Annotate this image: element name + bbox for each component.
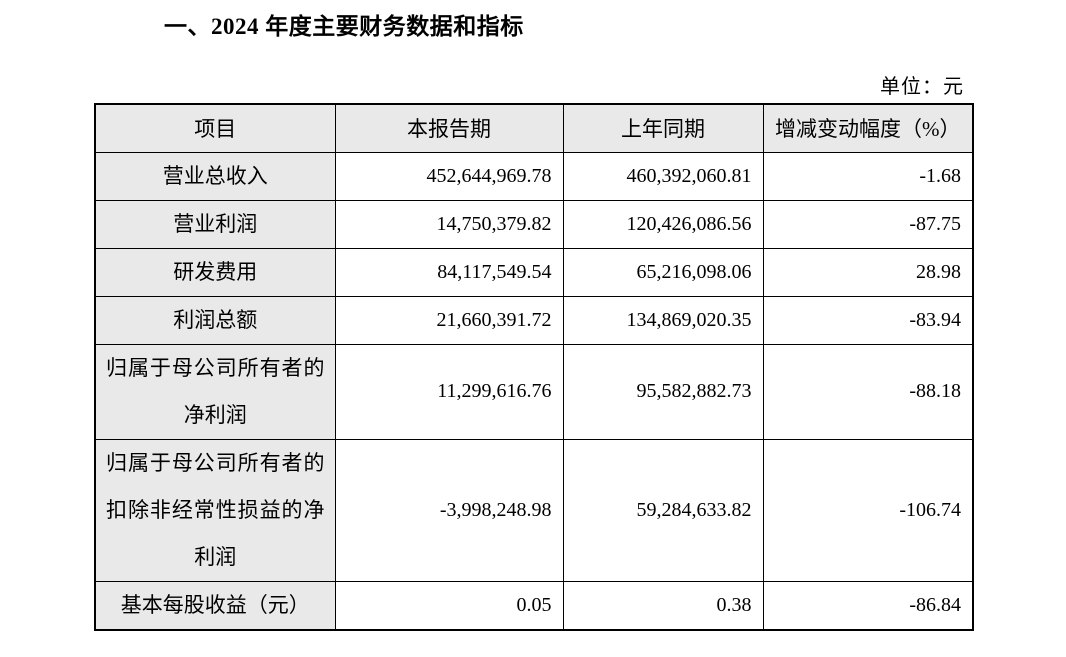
prior-period-value: 95,582,882.73 — [562, 343, 764, 440]
current-period-value: -3,998,248.98 — [334, 438, 564, 582]
table-row: 基本每股收益（元） 0.05 0.38 -86.84 — [94, 580, 974, 630]
column-header-change-percent: 增减变动幅度（%） — [762, 103, 974, 153]
column-header-item: 项目 — [94, 103, 336, 153]
prior-period-value: 134,869,020.35 — [562, 295, 764, 345]
prior-period-value: 0.38 — [562, 580, 764, 630]
prior-period-value: 65,216,098.06 — [562, 247, 764, 297]
item-label: 利润总额 — [94, 295, 336, 345]
item-label: 研发费用 — [94, 247, 336, 297]
change-percent-value: -88.18 — [762, 343, 974, 440]
change-percent-value: 28.98 — [762, 247, 974, 297]
change-percent-value: -83.94 — [762, 295, 974, 345]
item-label: 营业利润 — [94, 199, 336, 249]
current-period-value: 14,750,379.82 — [334, 199, 564, 249]
current-period-value: 21,660,391.72 — [334, 295, 564, 345]
item-label: 归属于母公司所有者的净利润 — [94, 343, 336, 440]
table-row: 研发费用 84,117,549.54 65,216,098.06 28.98 — [94, 247, 974, 297]
table-header-row: 项目 本报告期 上年同期 增减变动幅度（%） — [94, 103, 974, 153]
table-row: 营业总收入 452,644,969.78 460,392,060.81 -1.6… — [94, 151, 974, 201]
change-percent-value: -87.75 — [762, 199, 974, 249]
page-title: 一、2024 年度主要财务数据和指标 — [164, 14, 524, 39]
financial-table: 项目 本报告期 上年同期 增减变动幅度（%） 营业总收入 452,644,969… — [94, 103, 974, 631]
change-percent-value: -106.74 — [762, 438, 974, 582]
table-row: 归属于母公司所有者的净利润 11,299,616.76 95,582,882.7… — [94, 343, 974, 440]
table-row: 利润总额 21,660,391.72 134,869,020.35 -83.94 — [94, 295, 974, 345]
current-period-value: 0.05 — [334, 580, 564, 630]
table-row: 归属于母公司所有者的扣除非经常性损益的净利润 -3,998,248.98 59,… — [94, 438, 974, 582]
current-period-value: 11,299,616.76 — [334, 343, 564, 440]
unit-label: 单位：元 — [880, 76, 964, 98]
prior-period-value: 120,426,086.56 — [562, 199, 764, 249]
change-percent-value: -86.84 — [762, 580, 974, 630]
column-header-prior-period: 上年同期 — [562, 103, 764, 153]
prior-period-value: 59,284,633.82 — [562, 438, 764, 582]
item-label: 营业总收入 — [94, 151, 336, 201]
prior-period-value: 460,392,060.81 — [562, 151, 764, 201]
item-label: 归属于母公司所有者的扣除非经常性损益的净利润 — [94, 438, 336, 582]
item-label: 基本每股收益（元） — [94, 580, 336, 630]
current-period-value: 84,117,549.54 — [334, 247, 564, 297]
table-row: 营业利润 14,750,379.82 120,426,086.56 -87.75 — [94, 199, 974, 249]
column-header-current-period: 本报告期 — [334, 103, 564, 153]
change-percent-value: -1.68 — [762, 151, 974, 201]
current-period-value: 452,644,969.78 — [334, 151, 564, 201]
